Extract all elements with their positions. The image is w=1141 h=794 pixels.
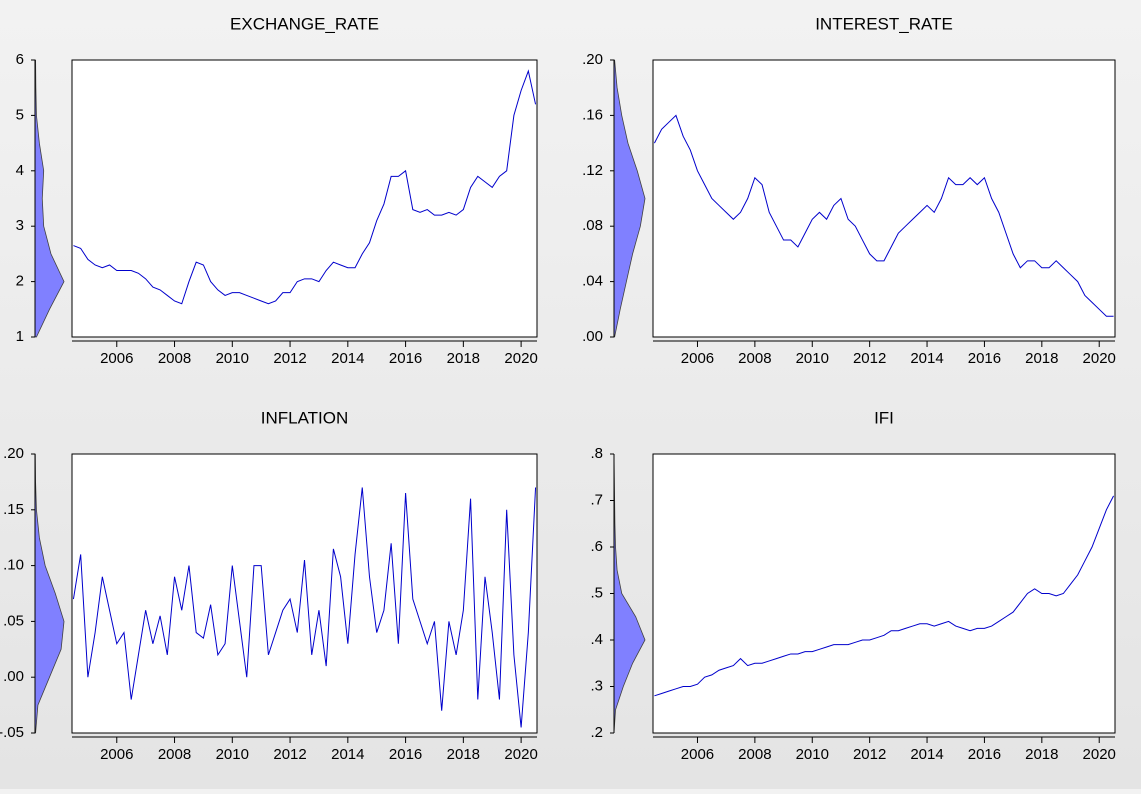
x-tick-label: 2006: [681, 350, 714, 367]
plot-frame: [652, 453, 1116, 734]
x-tick-label: 2014: [910, 350, 943, 367]
density: [34, 59, 65, 338]
y-tick-label: .04: [582, 273, 603, 290]
chart-title: INTEREST_RATE: [815, 14, 953, 33]
x-tick-label: 2006: [100, 350, 133, 367]
x-tick-label: 2020: [1083, 746, 1116, 763]
x-tick-label: 2010: [216, 746, 249, 763]
y-tick-label: .10: [3, 557, 24, 574]
x-tick-label: 2008: [738, 746, 771, 763]
y-tick-label: .20: [3, 445, 24, 462]
series-line: [653, 114, 1114, 317]
x-tick-label: 2014: [331, 350, 364, 367]
density: [34, 453, 65, 734]
x-tick-label: 2012: [273, 746, 306, 763]
series-line: [73, 69, 537, 305]
y-tick-label: .08: [582, 217, 603, 234]
y-tick-label: .8: [590, 445, 603, 462]
x-tick-label: 2018: [447, 746, 480, 763]
x-tick-label: 2020: [504, 350, 537, 367]
x-tick-label: 2020: [504, 746, 537, 763]
y-tick-label: .5: [590, 584, 603, 601]
y-tick-label: .2: [590, 724, 603, 741]
density: [613, 453, 646, 734]
y-tick-label: .12: [582, 162, 603, 179]
y-tick-label: .3: [590, 677, 603, 694]
x-tick-label: 2018: [447, 350, 480, 367]
x-tick-label: 2016: [389, 746, 422, 763]
x-tick-label: 2006: [100, 746, 133, 763]
series-line: [654, 495, 1115, 697]
x-tick-label: 2008: [158, 350, 191, 367]
x-tick-label: 2016: [968, 746, 1001, 763]
x-tick-label: 2018: [1025, 350, 1058, 367]
x-tick-label: 2008: [738, 350, 771, 367]
y-tick-label: 5: [16, 106, 24, 123]
y-tick-label: .00: [582, 328, 603, 345]
y-tick-label: 2: [16, 273, 24, 290]
y-tick-label: .4: [590, 631, 603, 648]
x-tick-label: 2012: [853, 746, 886, 763]
y-tick-label: 3: [16, 217, 24, 234]
x-tick-label: 2014: [331, 746, 364, 763]
x-tick-label: 2016: [389, 350, 422, 367]
x-tick-label: 2016: [968, 350, 1001, 367]
x-tick-label: 2012: [853, 350, 886, 367]
y-tick-label: 1: [16, 328, 24, 345]
x-tick-label: 2014: [910, 746, 943, 763]
plot-frame: [71, 59, 538, 338]
y-tick-label: .20: [582, 51, 603, 68]
x-tick-label: 2010: [796, 746, 829, 763]
x-tick-label: 2010: [216, 350, 249, 367]
y-tick-label: 6: [16, 51, 24, 68]
chart-title: IFI: [874, 408, 894, 427]
y-tick-label: -.05: [0, 724, 24, 741]
y-tick-label: .6: [590, 538, 603, 555]
x-tick-label: 2010: [796, 350, 829, 367]
x-tick-label: 2012: [273, 350, 306, 367]
chart-title: EXCHANGE_RATE: [230, 14, 379, 33]
series-line: [72, 487, 537, 728]
x-tick-label: 2020: [1083, 350, 1116, 367]
plot-frame: [71, 453, 538, 734]
y-tick-label: 4: [16, 162, 24, 179]
y-tick-label: .16: [582, 106, 603, 123]
x-tick-label: 2006: [681, 746, 714, 763]
y-tick-label: .7: [590, 491, 603, 508]
y-tick-label: .15: [3, 501, 24, 518]
plot-frame: [652, 59, 1116, 338]
x-tick-label: 2018: [1025, 746, 1058, 763]
density: [613, 59, 646, 338]
y-tick-label: .05: [3, 612, 24, 629]
chart-title: INFLATION: [261, 408, 349, 427]
y-tick-label: .00: [3, 668, 24, 685]
x-tick-label: 2008: [158, 746, 191, 763]
